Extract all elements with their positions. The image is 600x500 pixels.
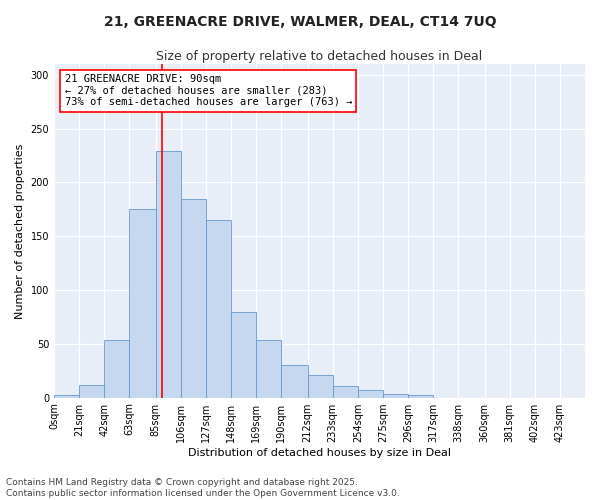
Bar xyxy=(332,386,358,398)
Bar xyxy=(256,340,281,398)
Bar xyxy=(206,220,231,398)
Bar xyxy=(308,375,332,398)
Bar xyxy=(155,152,181,398)
Bar xyxy=(79,384,104,398)
Bar xyxy=(408,396,433,398)
Bar xyxy=(281,366,308,398)
Text: 21 GREENACRE DRIVE: 90sqm
← 27% of detached houses are smaller (283)
73% of semi: 21 GREENACRE DRIVE: 90sqm ← 27% of detac… xyxy=(65,74,352,108)
Bar xyxy=(231,312,256,398)
Bar xyxy=(54,396,79,398)
Text: Contains HM Land Registry data © Crown copyright and database right 2025.
Contai: Contains HM Land Registry data © Crown c… xyxy=(6,478,400,498)
Bar xyxy=(130,210,155,398)
Bar xyxy=(383,394,408,398)
Bar xyxy=(358,390,383,398)
Bar xyxy=(181,198,206,398)
Y-axis label: Number of detached properties: Number of detached properties xyxy=(15,143,25,318)
Title: Size of property relative to detached houses in Deal: Size of property relative to detached ho… xyxy=(157,50,482,63)
Bar xyxy=(104,340,130,398)
Text: 21, GREENACRE DRIVE, WALMER, DEAL, CT14 7UQ: 21, GREENACRE DRIVE, WALMER, DEAL, CT14 … xyxy=(104,15,496,29)
X-axis label: Distribution of detached houses by size in Deal: Distribution of detached houses by size … xyxy=(188,448,451,458)
